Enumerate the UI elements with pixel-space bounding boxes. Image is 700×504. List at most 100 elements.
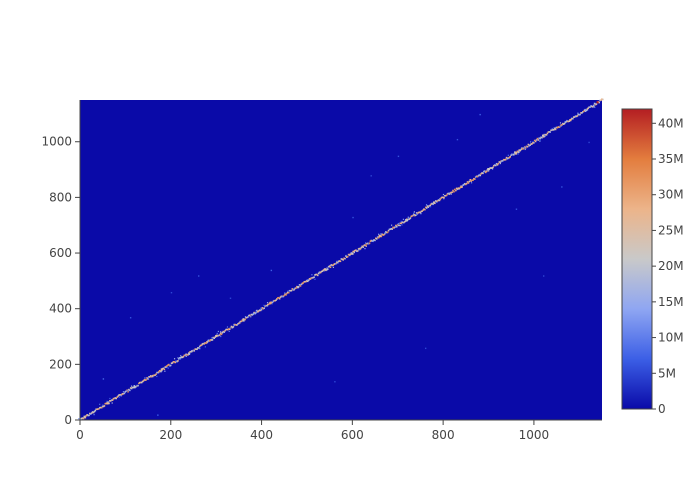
diagonal-cell xyxy=(139,381,141,384)
near-diagonal-cell xyxy=(456,189,458,191)
diagonal-cell xyxy=(434,200,437,202)
diagonal-cell xyxy=(561,124,563,126)
near-diagonal-cell xyxy=(229,327,231,329)
diagonal-cell xyxy=(292,289,295,291)
diagonal-cell xyxy=(537,139,540,141)
diagonal-cell xyxy=(301,282,304,285)
diagonal-cell xyxy=(531,143,533,145)
diagonal-cell xyxy=(124,391,127,393)
diagonal-cell xyxy=(93,410,96,413)
diagonal-cell xyxy=(350,252,353,254)
near-diagonal-cell xyxy=(401,224,403,226)
diagonal-cell xyxy=(322,269,324,272)
diagonal-point xyxy=(269,301,272,304)
diagonal-cell xyxy=(80,417,83,420)
diagonal-cell xyxy=(371,240,374,242)
diagonal-cell xyxy=(533,142,535,144)
diagonal-cell xyxy=(224,329,226,332)
near-diagonal-cell xyxy=(367,242,370,245)
diagonal-cell xyxy=(236,324,238,326)
off-diagonal-point xyxy=(129,317,132,319)
diagonal-cell xyxy=(321,270,324,272)
diagonal-cell xyxy=(148,376,150,378)
diagonal-cell xyxy=(454,188,456,191)
diagonal-cell xyxy=(80,417,82,420)
near-diagonal-cell xyxy=(365,242,367,244)
diagonal-cell xyxy=(450,191,452,194)
diagonal-cell xyxy=(380,235,383,238)
off-diagonal-point xyxy=(424,347,427,350)
diagonal-cell xyxy=(560,124,562,127)
y-tick-label: 800 xyxy=(49,190,72,204)
diagonal-cell xyxy=(352,250,354,253)
diagonal-cell xyxy=(195,348,197,350)
x-tick-label: 400 xyxy=(250,428,273,442)
diagonal-cell xyxy=(262,307,265,310)
diagonal-cell xyxy=(190,350,193,353)
diagonal-cell xyxy=(520,148,522,151)
diagonal-cell xyxy=(135,385,137,388)
diagonal-cell xyxy=(357,248,360,250)
diagonal-cell xyxy=(263,307,265,310)
diagonal-cell xyxy=(482,172,484,175)
diagonal-cell xyxy=(467,182,470,184)
diagonal-cell xyxy=(503,159,506,161)
diagonal-cell xyxy=(315,273,317,276)
diagonal-cell xyxy=(91,411,94,413)
diagonal-cell xyxy=(267,303,270,306)
diagonal-cell xyxy=(122,392,125,395)
diagonal-cell xyxy=(446,192,449,195)
diagonal-cell xyxy=(397,224,400,227)
diagonal-cell xyxy=(555,126,558,129)
diagonal-cell xyxy=(276,298,278,300)
near-diagonal-cell xyxy=(168,365,171,367)
diagonal-cell xyxy=(403,221,405,224)
near-diagonal-cell xyxy=(122,391,125,393)
diagonal-cell xyxy=(491,167,493,169)
diagonal-cell xyxy=(353,250,355,253)
diagonal-cell xyxy=(349,253,352,255)
near-diagonal-cell xyxy=(309,277,312,279)
diagonal-cell xyxy=(372,239,374,242)
off-diagonal-point xyxy=(479,113,481,116)
near-diagonal-cell xyxy=(203,342,205,344)
near-diagonal-cell xyxy=(166,366,168,369)
near-diagonal-cell xyxy=(586,109,589,111)
diagonal-cell xyxy=(442,196,444,199)
diagonal-cell xyxy=(240,320,243,323)
near-diagonal-cell xyxy=(491,168,494,170)
diagonal-cell xyxy=(187,354,189,356)
diagonal-cell xyxy=(509,156,512,158)
diagonal-cell xyxy=(168,363,170,366)
near-diagonal-cell xyxy=(335,263,337,265)
diagonal-cell xyxy=(368,242,371,245)
diagonal-cell xyxy=(162,367,165,370)
near-diagonal-cell xyxy=(378,233,380,235)
off-diagonal-point xyxy=(270,269,273,272)
diagonal-cell xyxy=(565,120,568,123)
diagonal-cell xyxy=(483,170,486,173)
diagonal-cell xyxy=(204,342,206,344)
diagonal-cell xyxy=(539,137,541,140)
diagonal-cell xyxy=(387,229,390,232)
near-diagonal-cell xyxy=(106,400,108,402)
diagonal-cell xyxy=(98,407,100,410)
diagonal-cell xyxy=(585,109,588,112)
diagonal-cell xyxy=(386,231,389,234)
diagonal-cell xyxy=(139,381,142,384)
diagonal-cell xyxy=(291,288,294,290)
diagonal-cell xyxy=(234,323,236,326)
diagonal-cell xyxy=(438,199,441,202)
diagonal-cell xyxy=(418,211,421,213)
diagonal-cell xyxy=(385,231,387,233)
diagonal-cell xyxy=(452,189,454,192)
diagonal-cell xyxy=(405,220,407,222)
near-diagonal-cell xyxy=(479,173,481,175)
off-diagonal-point xyxy=(102,378,105,380)
diagonal-cell xyxy=(244,318,246,321)
diagonal-cell xyxy=(289,289,292,292)
diagonal-cell xyxy=(290,289,293,292)
diagonal-cell xyxy=(472,179,474,182)
diagonal-cell xyxy=(246,316,248,319)
near-diagonal-cell xyxy=(206,342,208,344)
